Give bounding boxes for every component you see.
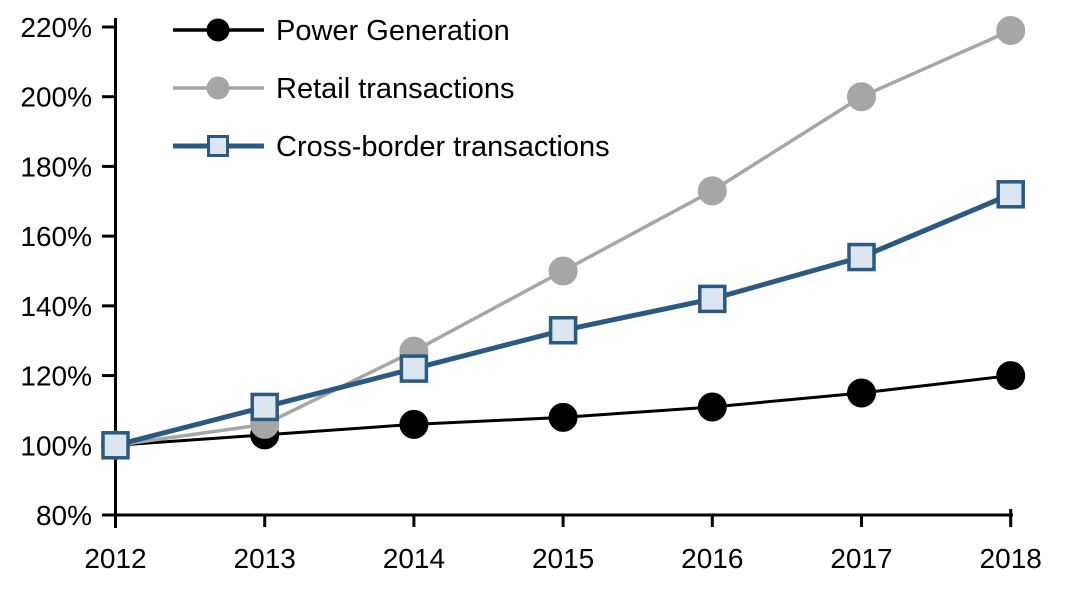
marker-power-generation-2018: [996, 361, 1026, 391]
marker-cross-border-transactions-2018: [996, 180, 1025, 209]
legend-marker-power-generation-circle-icon: [206, 18, 230, 42]
marker-cross-border-transactions-2015: [548, 316, 578, 345]
marker-retail-transactions-2018: [996, 15, 1026, 45]
y-tick-label-140: 140%: [20, 291, 92, 322]
y-tick-label-120: 120%: [20, 361, 92, 392]
y-tick-label-200: 200%: [20, 82, 92, 113]
x-tick-label-2013: 2013: [234, 543, 296, 574]
x-tick-label-2014: 2014: [383, 543, 445, 574]
series-cross-border-transactions: [101, 180, 1025, 460]
x-tick-label-2018: 2018: [980, 543, 1042, 574]
marker-power-generation-2017: [847, 378, 876, 408]
series-power-generation: [101, 361, 1026, 460]
series-retail-transactions: [101, 15, 1026, 460]
y-tick-label-180: 180%: [20, 151, 92, 182]
legend-item-retail-transactions: Retail transactions: [173, 73, 515, 105]
x-tick-label-2015: 2015: [532, 543, 594, 574]
legend-marker-cross-border-transactions-square-icon: [207, 135, 229, 157]
y-tick-label-80: 80%: [36, 500, 92, 531]
marker-cross-border-transactions-2014: [399, 354, 429, 383]
legend-item-power-generation: Power Generation: [173, 15, 510, 47]
legend-label-retail-transactions: Retail transactions: [276, 73, 515, 105]
marker-cross-border-transactions-2013: [250, 392, 279, 422]
legend-label-power-generation: Power Generation: [276, 15, 510, 47]
marker-cross-border-transactions-2017: [847, 242, 876, 272]
y-tick-label-100: 100%: [20, 430, 92, 461]
y-tick-label-220: 220%: [20, 12, 92, 43]
marker-retail-transactions-2017: [847, 82, 876, 112]
marker-power-generation-2016: [697, 392, 727, 422]
marker-power-generation-2015: [548, 402, 578, 432]
series-line-retail-transactions: [115, 28, 1012, 448]
marker-cross-border-transactions-2016: [698, 284, 727, 314]
x-tick-label-2017: 2017: [830, 543, 892, 574]
legend-label-cross-border-transactions: Cross-border transactions: [276, 131, 610, 163]
marker-power-generation-2014: [399, 409, 429, 439]
x-tick-label-2016: 2016: [681, 543, 743, 574]
marker-retail-transactions-2016: [697, 176, 727, 206]
x-tick-label-2012: 2012: [84, 543, 146, 574]
marker-retail-transactions-2015: [548, 256, 578, 286]
legend-marker-retail-transactions-circle-icon: [206, 76, 230, 100]
legend-item-cross-border-transactions: Cross-border transactions: [173, 131, 610, 163]
y-tick-label-160: 160%: [20, 221, 92, 252]
marker-cross-border-transactions-2012: [101, 431, 130, 460]
